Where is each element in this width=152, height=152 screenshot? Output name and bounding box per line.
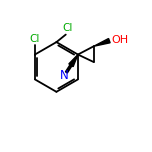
Polygon shape bbox=[94, 38, 110, 46]
Text: N: N bbox=[60, 69, 69, 82]
Text: OH: OH bbox=[111, 35, 129, 45]
Text: Cl: Cl bbox=[29, 34, 39, 43]
Polygon shape bbox=[69, 55, 78, 67]
Text: Cl: Cl bbox=[62, 23, 73, 33]
